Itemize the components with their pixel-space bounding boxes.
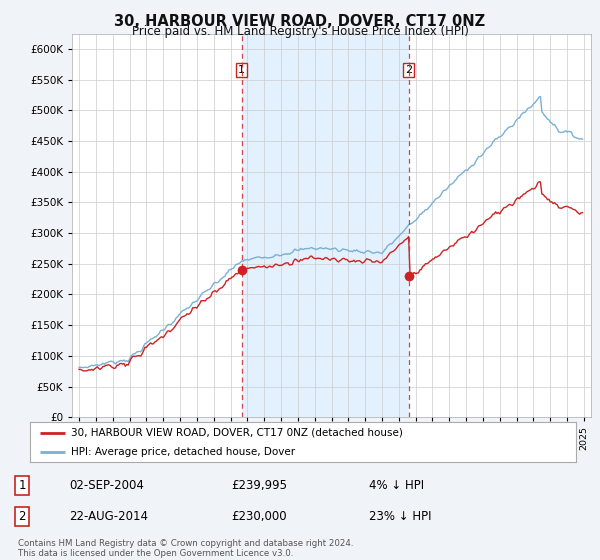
Text: 2: 2 [405,65,412,75]
Text: Price paid vs. HM Land Registry's House Price Index (HPI): Price paid vs. HM Land Registry's House … [131,25,469,38]
Text: £230,000: £230,000 [231,510,287,523]
Bar [242,34,409,417]
Text: £239,995: £239,995 [231,479,287,492]
Text: 22-AUG-2014: 22-AUG-2014 [70,510,149,523]
Text: 1: 1 [238,65,245,75]
Text: HPI: Average price, detached house, Dover: HPI: Average price, detached house, Dove… [71,447,295,457]
Text: 02-SEP-2004: 02-SEP-2004 [70,479,145,492]
Text: 30, HARBOUR VIEW ROAD, DOVER, CT17 0NZ (detached house): 30, HARBOUR VIEW ROAD, DOVER, CT17 0NZ (… [71,428,403,437]
Text: 2: 2 [19,510,26,523]
Text: 30, HARBOUR VIEW ROAD, DOVER, CT17 0NZ: 30, HARBOUR VIEW ROAD, DOVER, CT17 0NZ [115,14,485,29]
Text: 1: 1 [19,479,26,492]
Text: 4% ↓ HPI: 4% ↓ HPI [369,479,424,492]
Text: Contains HM Land Registry data © Crown copyright and database right 2024.
This d: Contains HM Land Registry data © Crown c… [18,539,353,558]
Text: 23% ↓ HPI: 23% ↓ HPI [369,510,431,523]
